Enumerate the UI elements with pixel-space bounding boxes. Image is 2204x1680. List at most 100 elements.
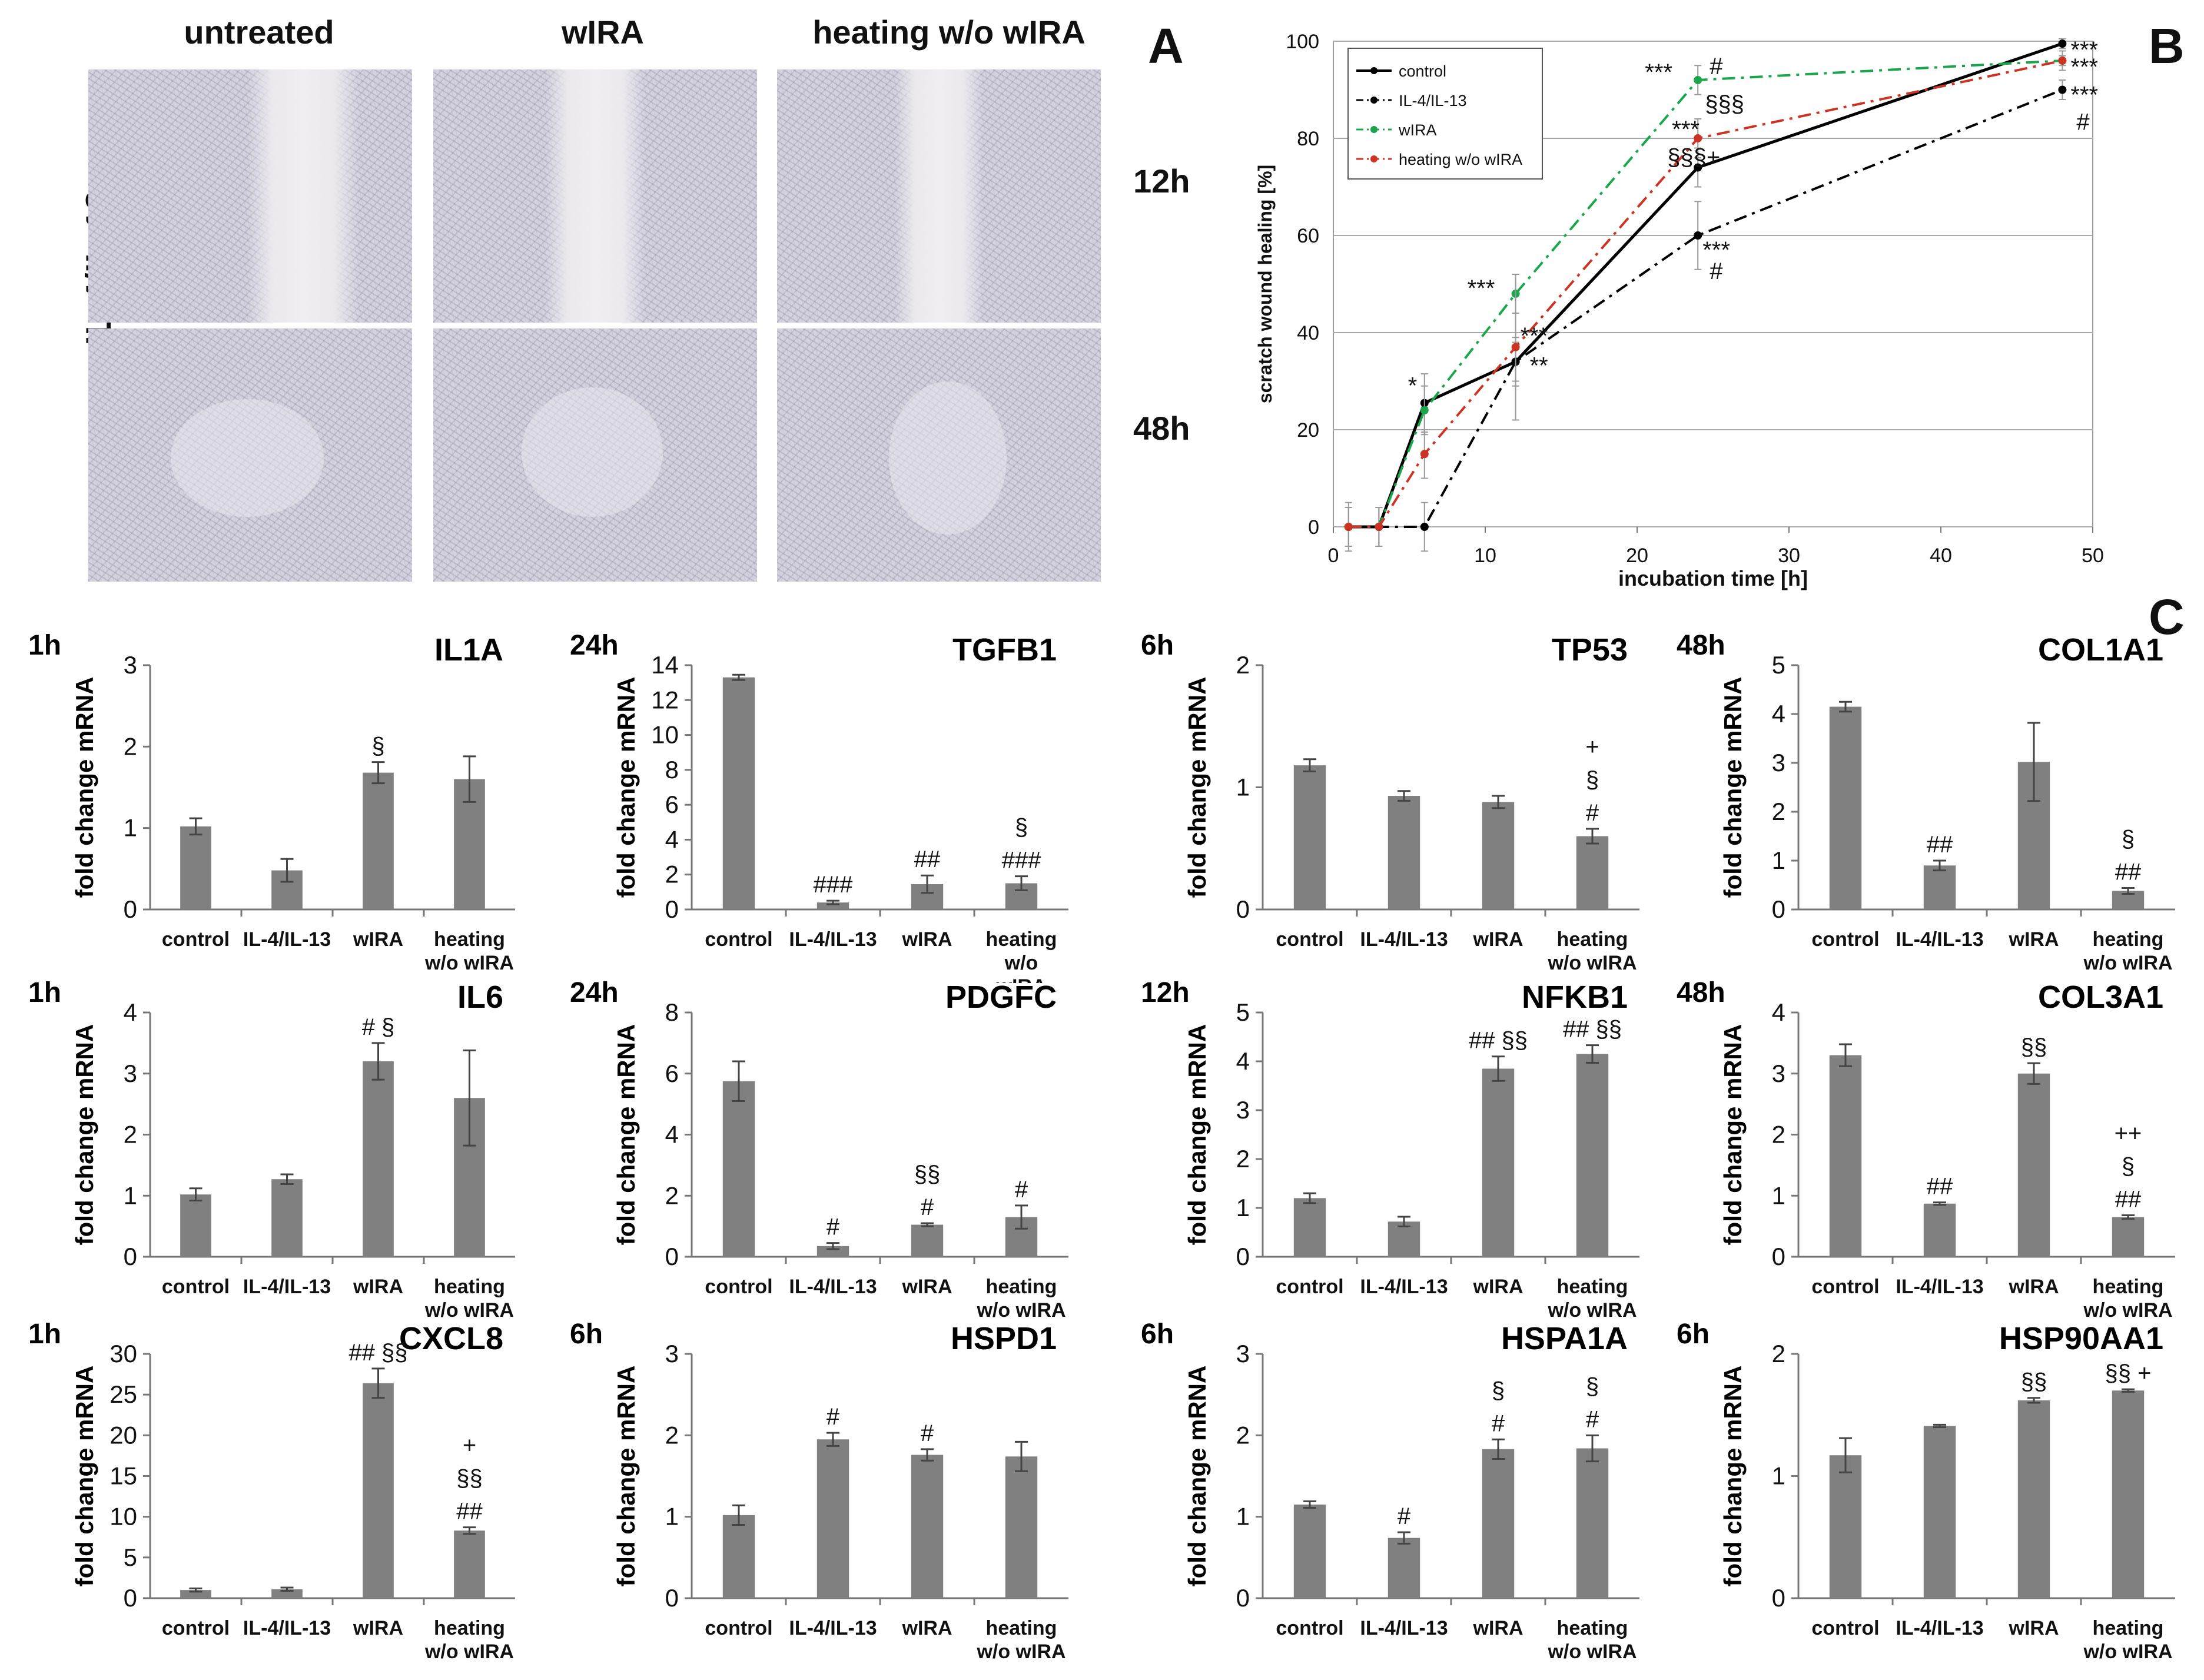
data-point: [1694, 163, 1702, 172]
category-label: w/o wIRA: [976, 1641, 1066, 1663]
bar: [180, 1194, 211, 1257]
significance-label: #: [1710, 258, 1723, 284]
y-tick-label: 3: [1236, 1340, 1250, 1367]
significance-label: +: [1585, 734, 1599, 760]
time-label: 6h: [1141, 630, 1174, 661]
y-tick-label: 20: [1297, 419, 1319, 441]
y-tick-label: 8: [665, 998, 679, 1026]
time-label: 1h: [28, 630, 61, 661]
significance-label: #: [1015, 1177, 1028, 1203]
bar: [2112, 1217, 2145, 1257]
bar: [1482, 1068, 1515, 1257]
chart-title: PDGFC: [945, 980, 1057, 1015]
x-tick-label: 10: [1474, 544, 1496, 567]
category-label: control: [1811, 1276, 1879, 1298]
y-tick-label: 2: [1772, 1121, 1785, 1148]
y-tick-label: 14: [651, 651, 679, 679]
chart-title: CXCL8: [399, 1321, 503, 1356]
bar: [1923, 865, 1956, 909]
legend-label: control: [1399, 62, 1446, 80]
y-tick-label: 3: [1236, 1096, 1250, 1124]
data-point: [2058, 39, 2067, 48]
category-label: w/o wIRA: [2083, 1299, 2172, 1322]
y-tick-label: 80: [1297, 128, 1319, 150]
category-label: wIRA: [902, 928, 952, 951]
y-tick-label: 60: [1297, 225, 1319, 247]
y-tick-label: 2: [665, 861, 679, 888]
legend-marker: [1370, 97, 1378, 104]
chart-pdgfc: 24h PDGFC fold change mRNA 0 2 4 6 8 control # IL-…: [570, 977, 1068, 1322]
y-tick-label: 2: [1236, 1145, 1250, 1173]
y-tick-label: 8: [665, 756, 679, 783]
legend-marker: [1370, 67, 1378, 74]
y-tick-label: 0: [1772, 1584, 1785, 1612]
bar: [1293, 1504, 1326, 1598]
category-label: IL-4/IL-13: [1896, 928, 1983, 951]
y-tick-label: 5: [1236, 998, 1250, 1026]
y-tick-label: 30: [109, 1340, 137, 1367]
category-label: IL-4/IL-13: [1360, 1276, 1448, 1298]
significance-label: ***: [2070, 82, 2098, 108]
bar: [1576, 1448, 1609, 1598]
significance-label: *: [1408, 373, 1418, 399]
y-tick-label: 1: [124, 814, 137, 842]
category-label: control: [705, 1617, 772, 1639]
significance-label: §§ +: [2105, 1360, 2152, 1386]
category-label: wIRA: [902, 1617, 952, 1639]
category-label: control: [1276, 928, 1343, 951]
bar: [1293, 1198, 1326, 1257]
category-label: heating: [986, 1617, 1057, 1639]
legend-label: IL-4/IL-13: [1399, 92, 1467, 109]
x-tick-label: 40: [1930, 544, 1952, 567]
series-line-2: [1348, 59, 2063, 528]
significance-label: §: [1586, 767, 1599, 793]
significance-label: #: [1398, 1503, 1411, 1529]
micrograph-untreated-48h: [88, 328, 412, 582]
row-label-48h: 48h: [1133, 410, 1190, 447]
y-tick-label: 3: [124, 1060, 137, 1087]
micrograph-wira-12h: [433, 69, 757, 323]
significance-label: ***: [2070, 54, 2098, 80]
micrograph-heating-48h: [777, 328, 1101, 582]
category-label: wIRA: [353, 1617, 403, 1639]
data-point: [1694, 76, 1702, 84]
y-tick-label: 4: [1236, 1047, 1250, 1075]
bar: [1388, 796, 1420, 909]
significance-label: ***: [1672, 117, 1700, 142]
significance-label: §§: [914, 1161, 941, 1187]
significance-label: ***: [1702, 237, 1730, 263]
chart-il1a: 1h IL1A fold change mRNA 0 1 2 3 control IL-4/IL…: [28, 630, 515, 974]
time-label: 24h: [570, 977, 619, 1008]
bar: [1576, 836, 1609, 909]
significance-label: §§: [456, 1466, 483, 1492]
category-label: control: [162, 1617, 230, 1639]
category-label: w/o wIRA: [1547, 952, 1637, 974]
category-label: IL-4/IL-13: [789, 928, 877, 951]
time-label: 24h: [570, 630, 619, 661]
bar: [816, 1246, 849, 1257]
category-label: control: [1276, 1617, 1343, 1639]
micrograph-heating-12h: [777, 69, 1101, 323]
y-tick-label: 100: [1286, 31, 1319, 53]
y-tick-label: 0: [665, 1243, 679, 1270]
category-label: IL-4/IL-13: [789, 1617, 877, 1639]
series-line-3: [1348, 59, 2063, 528]
y-tick-label: 25: [109, 1380, 137, 1408]
chart-title: IL6: [457, 980, 503, 1015]
bar: [363, 772, 394, 909]
y-tick-label: 4: [665, 825, 679, 853]
significance-label: #: [1492, 1410, 1505, 1436]
category-label: control: [1811, 1617, 1879, 1639]
y-tick-label: 1: [1772, 1181, 1785, 1209]
y-tick-label: 0: [1772, 1243, 1785, 1270]
micrograph-untreated-12h: [88, 69, 412, 323]
category-label: IL-4/IL-13: [1896, 1276, 1983, 1298]
legend-marker: [1370, 155, 1378, 162]
category-label: IL-4/IL-13: [1360, 1617, 1448, 1639]
y-tick-label: 0: [665, 1584, 679, 1612]
category-label: IL-4/IL-13: [1896, 1617, 1983, 1639]
category-label: wIRA: [353, 1276, 403, 1298]
legend-label: heating w/o wIRA: [1399, 151, 1522, 168]
data-point: [1344, 523, 1353, 531]
bar: [1923, 1426, 1956, 1598]
